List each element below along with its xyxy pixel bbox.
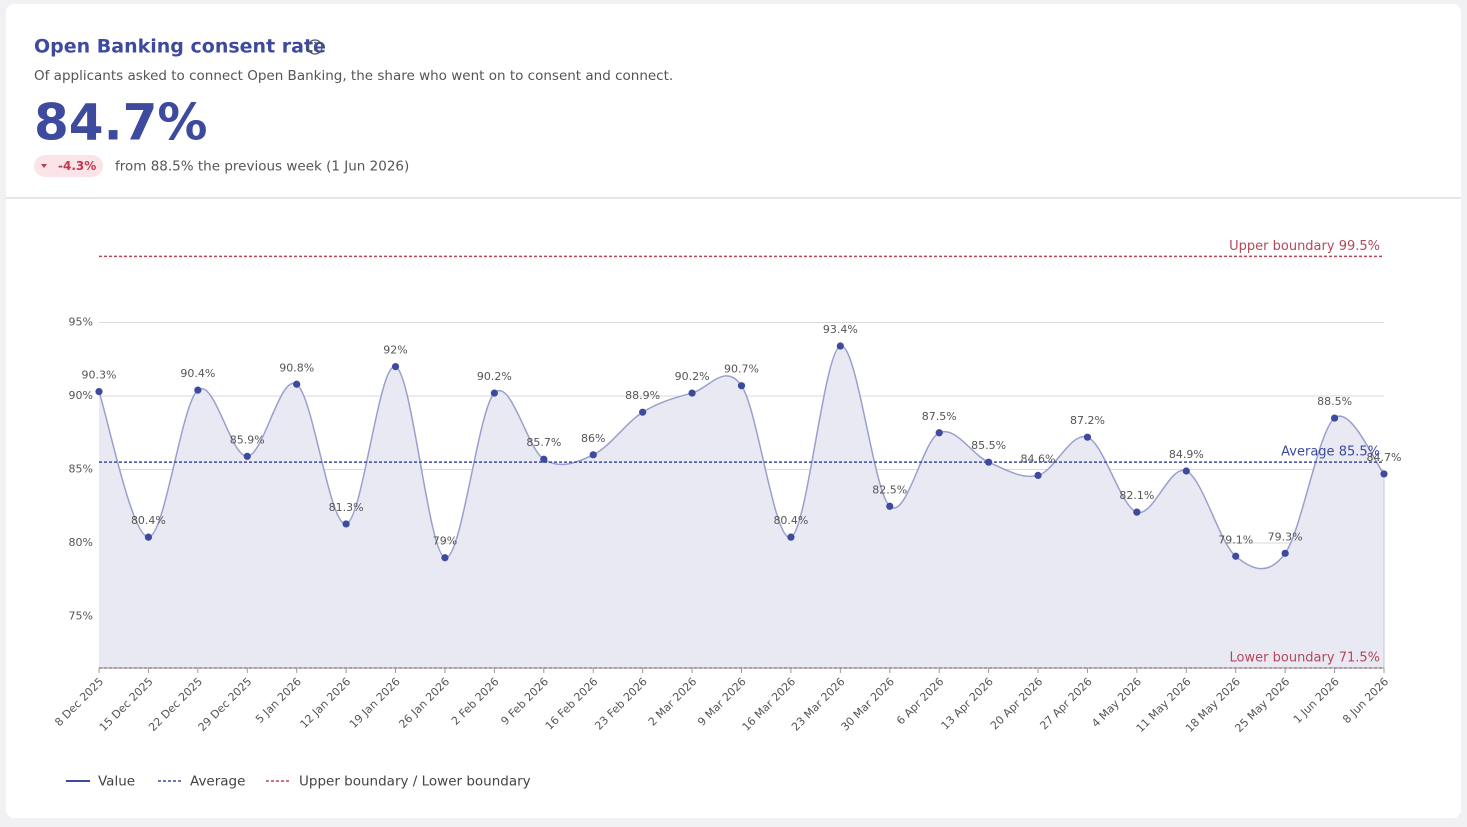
subtitle: Of applicants asked to connect Open Bank… xyxy=(34,68,673,84)
area xyxy=(99,345,1384,668)
legend-label[interactable]: Average xyxy=(190,774,245,790)
y-tick-label: 85% xyxy=(69,463,93,476)
value-label: 81.3% xyxy=(329,501,364,514)
value-label: 90.8% xyxy=(279,361,314,374)
y-tick-label: 95% xyxy=(69,316,93,329)
value-label: 87.5% xyxy=(922,410,957,423)
value-label: 85.5% xyxy=(971,439,1006,452)
info-icon[interactable] xyxy=(307,39,323,55)
y-tick-label: 80% xyxy=(69,536,93,549)
reference-label: Lower boundary 71.5% xyxy=(1230,651,1380,666)
reference-label: Average 85.5% xyxy=(1281,445,1380,460)
point xyxy=(1281,549,1289,557)
point xyxy=(737,382,746,390)
point xyxy=(1182,467,1190,475)
point xyxy=(886,502,894,510)
point xyxy=(95,388,103,396)
title: Open Banking consent rate xyxy=(34,36,326,58)
comparison: from 88.5% the previous week (1 Jun 2026… xyxy=(115,159,409,175)
value-label: 90.2% xyxy=(675,370,710,383)
point xyxy=(144,533,153,541)
point xyxy=(490,389,498,397)
value-label: 87.2% xyxy=(1070,414,1105,427)
value-label: 80.4% xyxy=(773,514,808,527)
headline-value: 84.7% xyxy=(34,94,207,152)
change: -4.3% xyxy=(58,159,96,173)
value-label: 88.9% xyxy=(625,389,660,402)
value-label: 82.5% xyxy=(872,483,907,496)
point xyxy=(1232,552,1240,560)
point xyxy=(639,408,647,416)
value-label: 84.9% xyxy=(1169,448,1204,461)
legend-label[interactable]: Upper boundary / Lower boundary xyxy=(299,774,531,790)
reference-label: Upper boundary 99.5% xyxy=(1229,239,1380,254)
value-label: 80.4% xyxy=(131,514,166,527)
point xyxy=(293,380,301,388)
down-arrow xyxy=(41,164,47,168)
value-label: 82.1% xyxy=(1119,489,1154,502)
value-label: 79.3% xyxy=(1268,530,1303,543)
point xyxy=(688,389,696,397)
value-label: 86% xyxy=(581,432,605,445)
point xyxy=(836,342,844,350)
point xyxy=(1380,470,1388,478)
value-label: 88.5% xyxy=(1317,395,1352,408)
value-label: 92% xyxy=(383,344,407,357)
point xyxy=(1083,433,1092,441)
value-label: 85.7% xyxy=(526,436,561,449)
value-label: 90.4% xyxy=(180,367,215,380)
value-label: 93.4% xyxy=(823,323,858,336)
value-label: 90.3% xyxy=(82,369,117,382)
point xyxy=(342,520,350,528)
point xyxy=(787,533,795,541)
point xyxy=(441,554,449,562)
point xyxy=(1034,471,1042,480)
value-label: 79.1% xyxy=(1218,533,1253,546)
point xyxy=(935,429,943,437)
point xyxy=(243,452,251,460)
value-label: 90.2% xyxy=(477,370,512,383)
point xyxy=(1330,414,1339,422)
point xyxy=(540,455,548,463)
value-label: 85.9% xyxy=(230,433,265,446)
value-label: 84.7% xyxy=(1367,451,1402,464)
point xyxy=(1133,508,1141,516)
value-label: 90.7% xyxy=(724,363,759,376)
y-tick-label: 90% xyxy=(69,389,93,402)
change-pill xyxy=(34,155,103,177)
y-tick-label: 75% xyxy=(69,610,93,623)
point xyxy=(391,363,400,371)
point xyxy=(985,458,993,466)
legend-label[interactable]: Value xyxy=(98,774,135,790)
point xyxy=(194,386,202,394)
point xyxy=(589,451,597,459)
legend: Value Average Upper boundary / Lower bou… xyxy=(66,774,531,790)
value-label: 84.6% xyxy=(1021,452,1056,465)
value-label: 79% xyxy=(433,535,457,548)
